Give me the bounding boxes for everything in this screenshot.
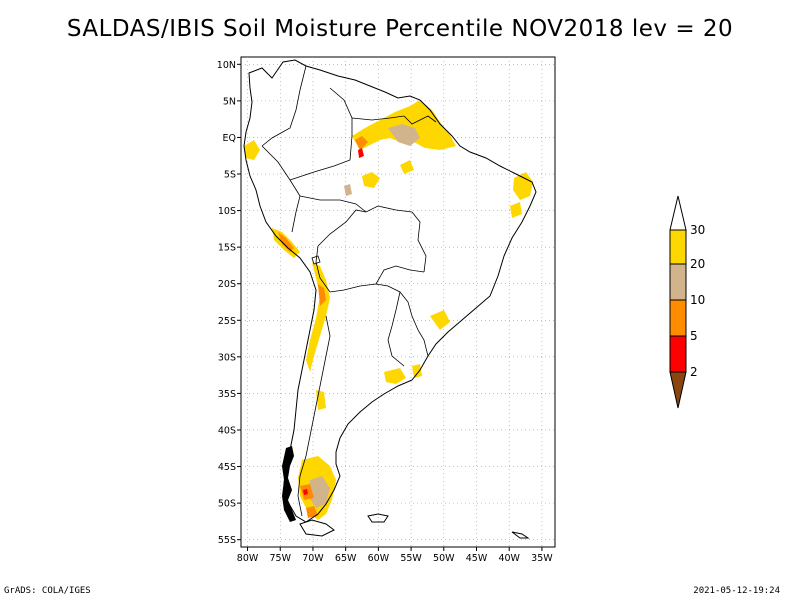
colorbar-label-10: 10 — [690, 293, 705, 307]
colorbar-label-5: 5 — [690, 329, 698, 343]
shade-patagonia-red — [303, 489, 308, 495]
lat-tick-label: 45S — [218, 462, 236, 473]
shade-amazon-3 — [400, 160, 414, 174]
lat-tick-label: 30S — [218, 352, 236, 363]
lat-tick-label: 10N — [217, 60, 236, 71]
percentile-shading — [244, 100, 533, 520]
lat-tick-label: EQ — [223, 133, 236, 144]
lon-tick-label: 40W — [498, 553, 520, 564]
falkland-islands — [367, 513, 389, 523]
lon-tick-label: 70W — [302, 553, 324, 564]
shade-north-orange — [355, 136, 368, 150]
shade-uruguay-2 — [412, 364, 422, 378]
graticule — [241, 57, 555, 547]
lon-tick-label: 50W — [433, 553, 455, 564]
chile-fjords — [282, 446, 296, 522]
lon-tick-label: 35W — [531, 553, 553, 564]
country-borders — [261, 65, 437, 517]
lat-tick-label: 5S — [224, 170, 236, 181]
lat-tick-label: 55S — [218, 535, 236, 546]
colorbar-top-triangle — [669, 195, 687, 231]
shade-uruguay — [384, 368, 406, 384]
footer-timestamp: 2021-05-12-19:24 — [693, 586, 780, 596]
lat-tick-label: 10S — [218, 206, 236, 217]
lake-titicaca — [311, 255, 321, 265]
colorbar-swatch-20-30 — [669, 229, 687, 265]
colorbar-label-30: 30 — [690, 223, 705, 237]
shade-peru-orange — [278, 232, 294, 252]
shade-amazon-1 — [362, 172, 380, 188]
lon-tick-label: 45W — [466, 553, 488, 564]
map-title: SALDAS/IBIS Soil Moisture Percentile NOV… — [66, 16, 734, 42]
shade-north-tan — [388, 124, 420, 146]
lon-tick-label: 60W — [368, 553, 390, 564]
shade-northeast-2 — [510, 202, 522, 218]
shade-north-red — [358, 148, 364, 158]
tierra-del-fuego — [299, 519, 335, 537]
latitude-ticks: 10N 5N EQ 5S 10S 15S 20S 25S 30S 35S 40S 45S 50S 55S — [217, 60, 241, 546]
lat-tick-label: 25S — [218, 316, 236, 327]
lat-tick-label: 40S — [218, 425, 236, 436]
longitude-ticks: 80W 75W 70W 65W 60W 55W 50W 45W 40W 35W — [237, 547, 553, 564]
colorbar: 30 20 10 5 2 — [669, 195, 705, 409]
shade-andes-orange — [318, 284, 326, 306]
lon-tick-label: 65W — [335, 553, 357, 564]
colorbar-swatch-10-20 — [669, 263, 687, 301]
colorbar-label-20: 20 — [690, 257, 705, 271]
shade-ecuador — [244, 140, 260, 160]
shade-patagonia-orange-2 — [306, 506, 318, 518]
lat-tick-label: 20S — [218, 279, 236, 290]
colorbar-bottom-triangle — [669, 371, 687, 409]
colorbar-swatch-5-10 — [669, 299, 687, 337]
shade-south-brazil — [430, 310, 450, 330]
coastline — [243, 59, 537, 523]
colorbar-label-2: 2 — [690, 365, 698, 379]
lon-tick-label: 80W — [237, 553, 259, 564]
footer-credit: GrADS: COLA/IGES — [4, 586, 91, 596]
lon-tick-label: 55W — [400, 553, 422, 564]
shade-patagonia-tan — [308, 476, 330, 508]
shade-amazon-2 — [344, 184, 352, 196]
lat-tick-label: 35S — [218, 389, 236, 400]
shade-northeast — [513, 172, 533, 200]
south-georgia — [511, 531, 530, 539]
colorbar-swatch-2-5 — [669, 335, 687, 373]
lon-tick-label: 75W — [270, 553, 292, 564]
lat-tick-label: 15S — [218, 243, 236, 254]
lat-tick-label: 50S — [218, 499, 236, 510]
lat-tick-label: 5N — [223, 96, 236, 107]
